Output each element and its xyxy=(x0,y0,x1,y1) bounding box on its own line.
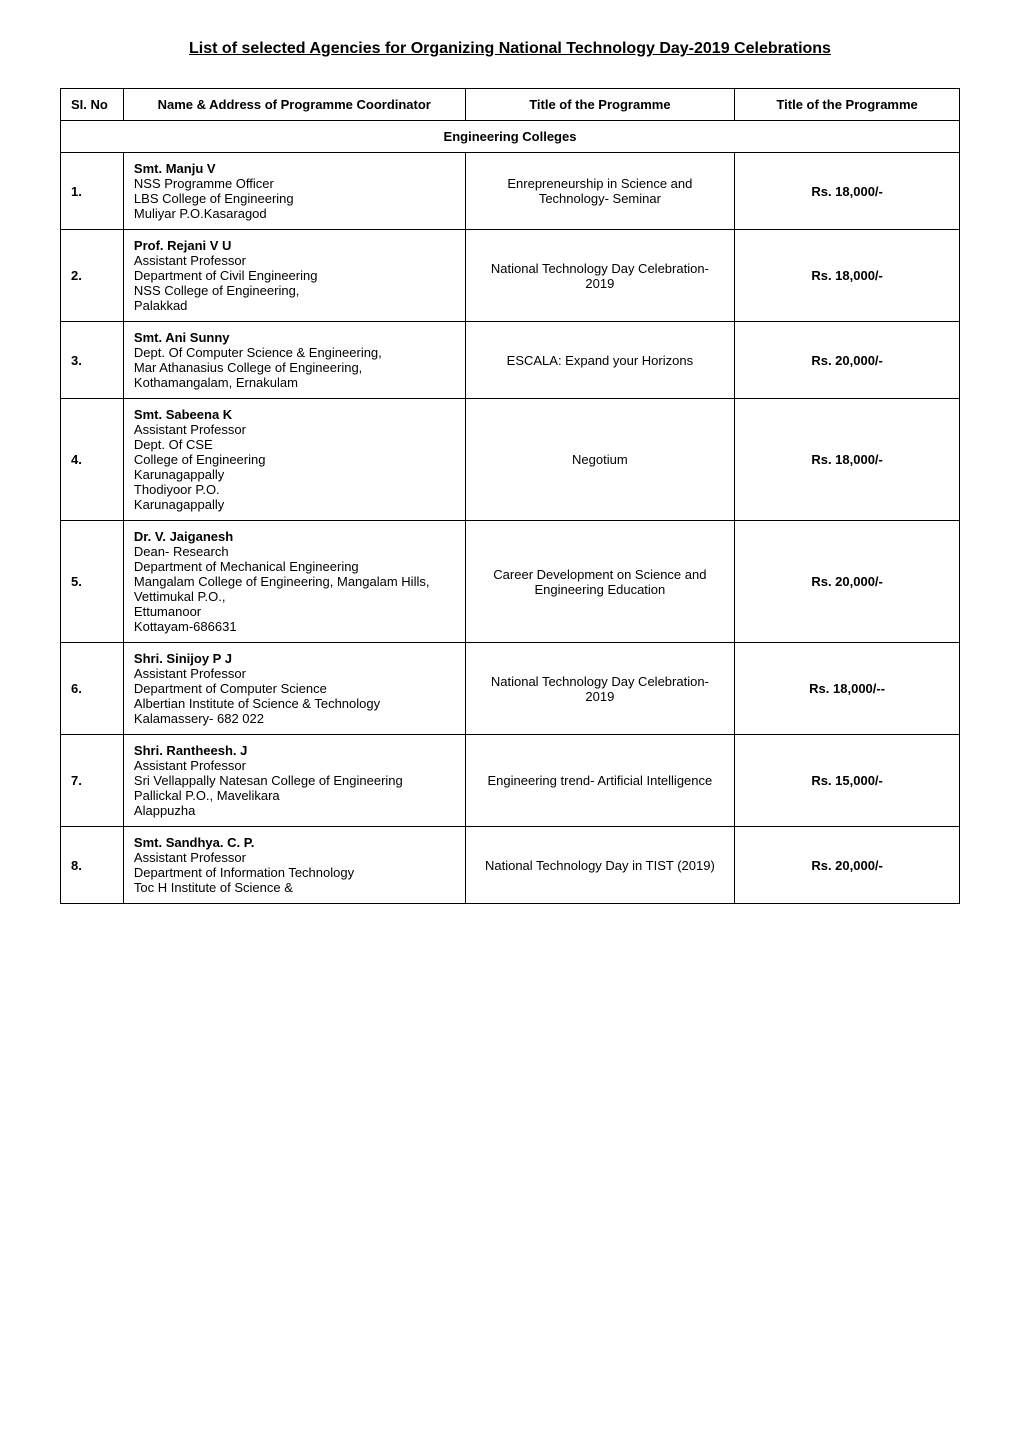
agencies-table: SI. No Name & Address of Programme Coord… xyxy=(60,88,960,904)
coordinator-name: Shri. Sinijoy P J xyxy=(134,651,232,666)
address-line: Albertian Institute of Science & Technol… xyxy=(134,696,380,711)
address-line: Toc H Institute of Science & xyxy=(134,880,293,895)
coordinator-name: Shri. Rantheesh. J xyxy=(134,743,247,758)
address-line: Department of Mechanical Engineering xyxy=(134,559,359,574)
address-line: College of Engineering xyxy=(134,452,266,467)
address-line: NSS College of Engineering, xyxy=(134,283,300,298)
table-row: 1.Smt. Manju VNSS Programme OfficerLBS C… xyxy=(61,153,960,230)
address-line: NSS Programme Officer xyxy=(134,176,274,191)
name-cell: Prof. Rejani V UAssistant ProfessorDepar… xyxy=(123,230,465,322)
amount-cell: Rs. 15,000/- xyxy=(735,735,960,827)
address-line: Karunagappally xyxy=(134,467,224,482)
table-row: 7.Shri. Rantheesh. JAssistant ProfessorS… xyxy=(61,735,960,827)
address-line: Alappuzha xyxy=(134,803,195,818)
programme-title-cell: Engineering trend- Artificial Intelligen… xyxy=(465,735,735,827)
programme-title-cell: Negotium xyxy=(465,399,735,521)
address-line: Dept. Of CSE xyxy=(134,437,213,452)
address-line: Muliyar P.O.Kasaragod xyxy=(134,206,267,221)
address-line: Assistant Professor xyxy=(134,666,246,681)
programme-title-cell: National Technology Day Celebration- 201… xyxy=(465,230,735,322)
table-body: Engineering Colleges 1.Smt. Manju VNSS P… xyxy=(61,121,960,904)
address-line: LBS College of Engineering xyxy=(134,191,294,206)
sl-cell: 6. xyxy=(61,643,124,735)
amount-cell: Rs. 20,000/- xyxy=(735,322,960,399)
amount-cell: Rs. 20,000/- xyxy=(735,827,960,904)
address-line: Ettumanoor xyxy=(134,604,201,619)
address-line: Department of Civil Engineering xyxy=(134,268,318,283)
sl-cell: 3. xyxy=(61,322,124,399)
section-header: Engineering Colleges xyxy=(61,121,960,153)
address-line: Mangalam College of Engineering, Mangala… xyxy=(134,574,430,589)
amount-cell: Rs. 18,000/- xyxy=(735,153,960,230)
amount-cell: Rs. 20,000/- xyxy=(735,521,960,643)
address-line: Karunagappally xyxy=(134,497,224,512)
coordinator-name: Dr. V. Jaiganesh xyxy=(134,529,233,544)
amount-cell: Rs. 18,000/- xyxy=(735,399,960,521)
sl-cell: 7. xyxy=(61,735,124,827)
table-row: 8.Smt. Sandhya. C. P.Assistant Professor… xyxy=(61,827,960,904)
address-line: Assistant Professor xyxy=(134,850,246,865)
address-line: Assistant Professor xyxy=(134,253,246,268)
programme-title-cell: National Technology Day in TIST (2019) xyxy=(465,827,735,904)
coordinator-name: Smt. Manju V xyxy=(134,161,216,176)
address-line: Mar Athanasius College of Engineering, xyxy=(134,360,362,375)
coordinator-name: Prof. Rejani V U xyxy=(134,238,232,253)
section-header-row: Engineering Colleges xyxy=(61,121,960,153)
address-line: Sri Vellappally Natesan College of Engin… xyxy=(134,773,403,788)
header-sl: SI. No xyxy=(61,89,124,121)
header-title: Title of the Programme xyxy=(465,89,735,121)
coordinator-name: Smt. Ani Sunny xyxy=(134,330,230,345)
sl-cell: 2. xyxy=(61,230,124,322)
address-line: Assistant Professor xyxy=(134,422,246,437)
table-header-row: SI. No Name & Address of Programme Coord… xyxy=(61,89,960,121)
sl-cell: 4. xyxy=(61,399,124,521)
address-line: Pallickal P.O., Mavelikara xyxy=(134,788,280,803)
sl-cell: 5. xyxy=(61,521,124,643)
name-cell: Smt. Sabeena KAssistant ProfessorDept. O… xyxy=(123,399,465,521)
coordinator-name: Smt. Sabeena K xyxy=(134,407,232,422)
table-row: 3.Smt. Ani SunnyDept. Of Computer Scienc… xyxy=(61,322,960,399)
address-line: Department of Computer Science xyxy=(134,681,327,696)
address-line: Kothamangalam, Ernakulam xyxy=(134,375,298,390)
table-row: 5.Dr. V. JaiganeshDean- ResearchDepartme… xyxy=(61,521,960,643)
amount-cell: Rs. 18,000/-- xyxy=(735,643,960,735)
name-cell: Shri. Sinijoy P JAssistant ProfessorDepa… xyxy=(123,643,465,735)
programme-title-cell: Enrepreneurship in Science and Technolog… xyxy=(465,153,735,230)
name-cell: Shri. Rantheesh. JAssistant ProfessorSri… xyxy=(123,735,465,827)
address-line: Dean- Research xyxy=(134,544,229,559)
address-line: Dept. Of Computer Science & Engineering, xyxy=(134,345,382,360)
address-line: Kalamassery- 682 022 xyxy=(134,711,264,726)
amount-cell: Rs. 18,000/- xyxy=(735,230,960,322)
sl-cell: 1. xyxy=(61,153,124,230)
programme-title-cell: National Technology Day Celebration- 201… xyxy=(465,643,735,735)
table-row: 2.Prof. Rejani V UAssistant ProfessorDep… xyxy=(61,230,960,322)
name-cell: Smt. Manju VNSS Programme OfficerLBS Col… xyxy=(123,153,465,230)
coordinator-name: Smt. Sandhya. C. P. xyxy=(134,835,254,850)
address-line: Department of Information Technology xyxy=(134,865,354,880)
name-cell: Smt. Ani SunnyDept. Of Computer Science … xyxy=(123,322,465,399)
programme-title-cell: Career Development on Science and Engine… xyxy=(465,521,735,643)
header-programme: Title of the Programme xyxy=(735,89,960,121)
address-line: Kottayam-686631 xyxy=(134,619,237,634)
address-line: Palakkad xyxy=(134,298,187,313)
table-row: 6.Shri. Sinijoy P JAssistant ProfessorDe… xyxy=(61,643,960,735)
header-name: Name & Address of Programme Coordinator xyxy=(123,89,465,121)
address-line: Assistant Professor xyxy=(134,758,246,773)
name-cell: Dr. V. JaiganeshDean- ResearchDepartment… xyxy=(123,521,465,643)
sl-cell: 8. xyxy=(61,827,124,904)
address-line: Thodiyoor P.O. xyxy=(134,482,220,497)
document-title: List of selected Agencies for Organizing… xyxy=(60,40,960,58)
name-cell: Smt. Sandhya. C. P.Assistant ProfessorDe… xyxy=(123,827,465,904)
programme-title-cell: ESCALA: Expand your Horizons xyxy=(465,322,735,399)
table-row: 4.Smt. Sabeena KAssistant ProfessorDept.… xyxy=(61,399,960,521)
address-line: Vettimukal P.O., xyxy=(134,589,226,604)
